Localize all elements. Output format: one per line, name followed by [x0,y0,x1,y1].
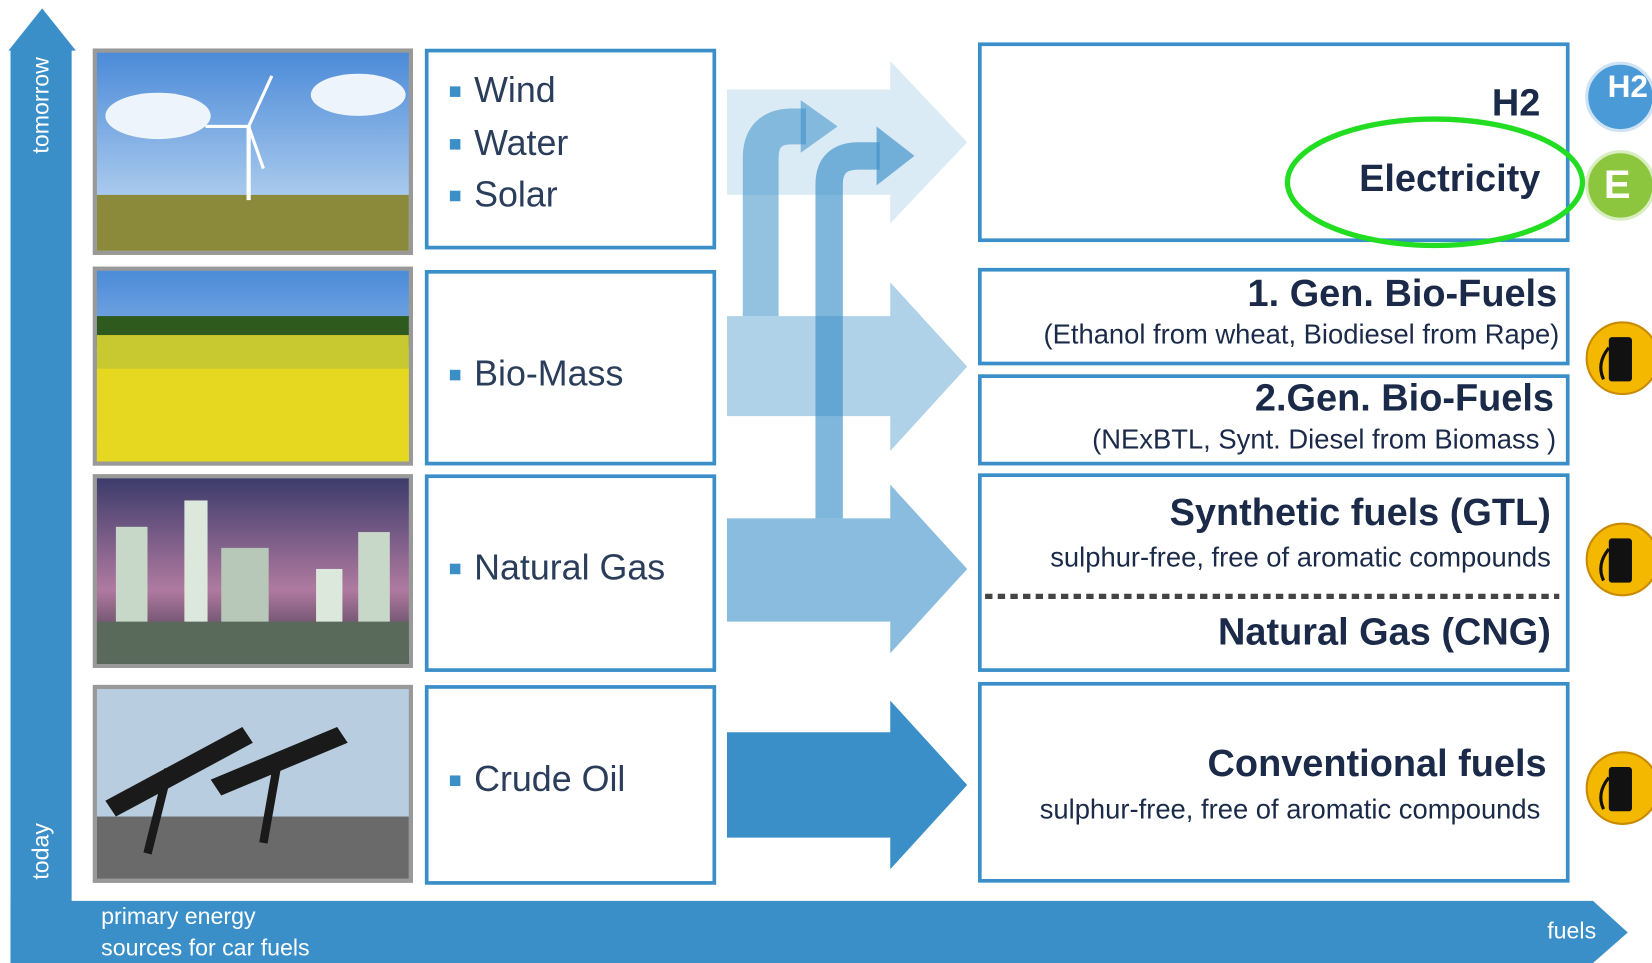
source-box [427,51,715,248]
axis-label: today [27,823,53,880]
page: tomorrow today primary energy sources fo… [0,0,1652,963]
fuel-subtitle: sulphur-free, free of aromatic compounds [1050,542,1551,573]
fuel-pump-icon [1587,322,1652,824]
icon-label: H2 [1608,68,1648,104]
fuel-box [980,44,1568,240]
fuel-title: Natural Gas (CNG) [1218,611,1551,653]
axis-label: tomorrow [27,57,53,154]
source-item: Solar [474,174,558,214]
fuel-title: Synthetic fuels (GTL) [1170,492,1551,534]
photo-biomass [95,269,411,464]
source-item: Crude Oil [474,759,625,799]
diagram: tomorrow today primary energy sources fo… [0,0,1652,963]
source-item: Bio-Mass [474,354,623,394]
fuel-title: 2.Gen. Bio-Fuels [1255,377,1554,419]
fuel-subtitle: (NExBTL, Synt. Diesel from Biomass ) [1092,424,1556,455]
axis-label: sources for car fuels [101,934,309,960]
photo-crude-oil [95,687,411,881]
fuel-title: 1. Gen. Bio-Fuels [1248,273,1558,315]
axis-label: fuels [1547,918,1596,944]
source-item: Water [474,123,568,163]
fuel-title: H2 [1492,82,1540,124]
source-item: Wind [474,70,556,110]
icon-label: E [1604,163,1631,207]
flow-arrow [727,701,967,870]
fuel-subtitle: (Ethanol from wheat, Biodiesel from Rape… [1043,318,1559,349]
fuel-title: Electricity [1359,158,1540,200]
photo-wind [95,51,411,253]
source-item: Natural Gas [474,547,665,587]
fuel-title: Conventional fuels [1208,743,1547,785]
fuel-subtitle: sulphur-free, free of aromatic compounds [1040,794,1541,825]
axis-label: primary energy [101,903,256,929]
photo-natural-gas [95,476,411,666]
flow-arrow [727,485,967,654]
